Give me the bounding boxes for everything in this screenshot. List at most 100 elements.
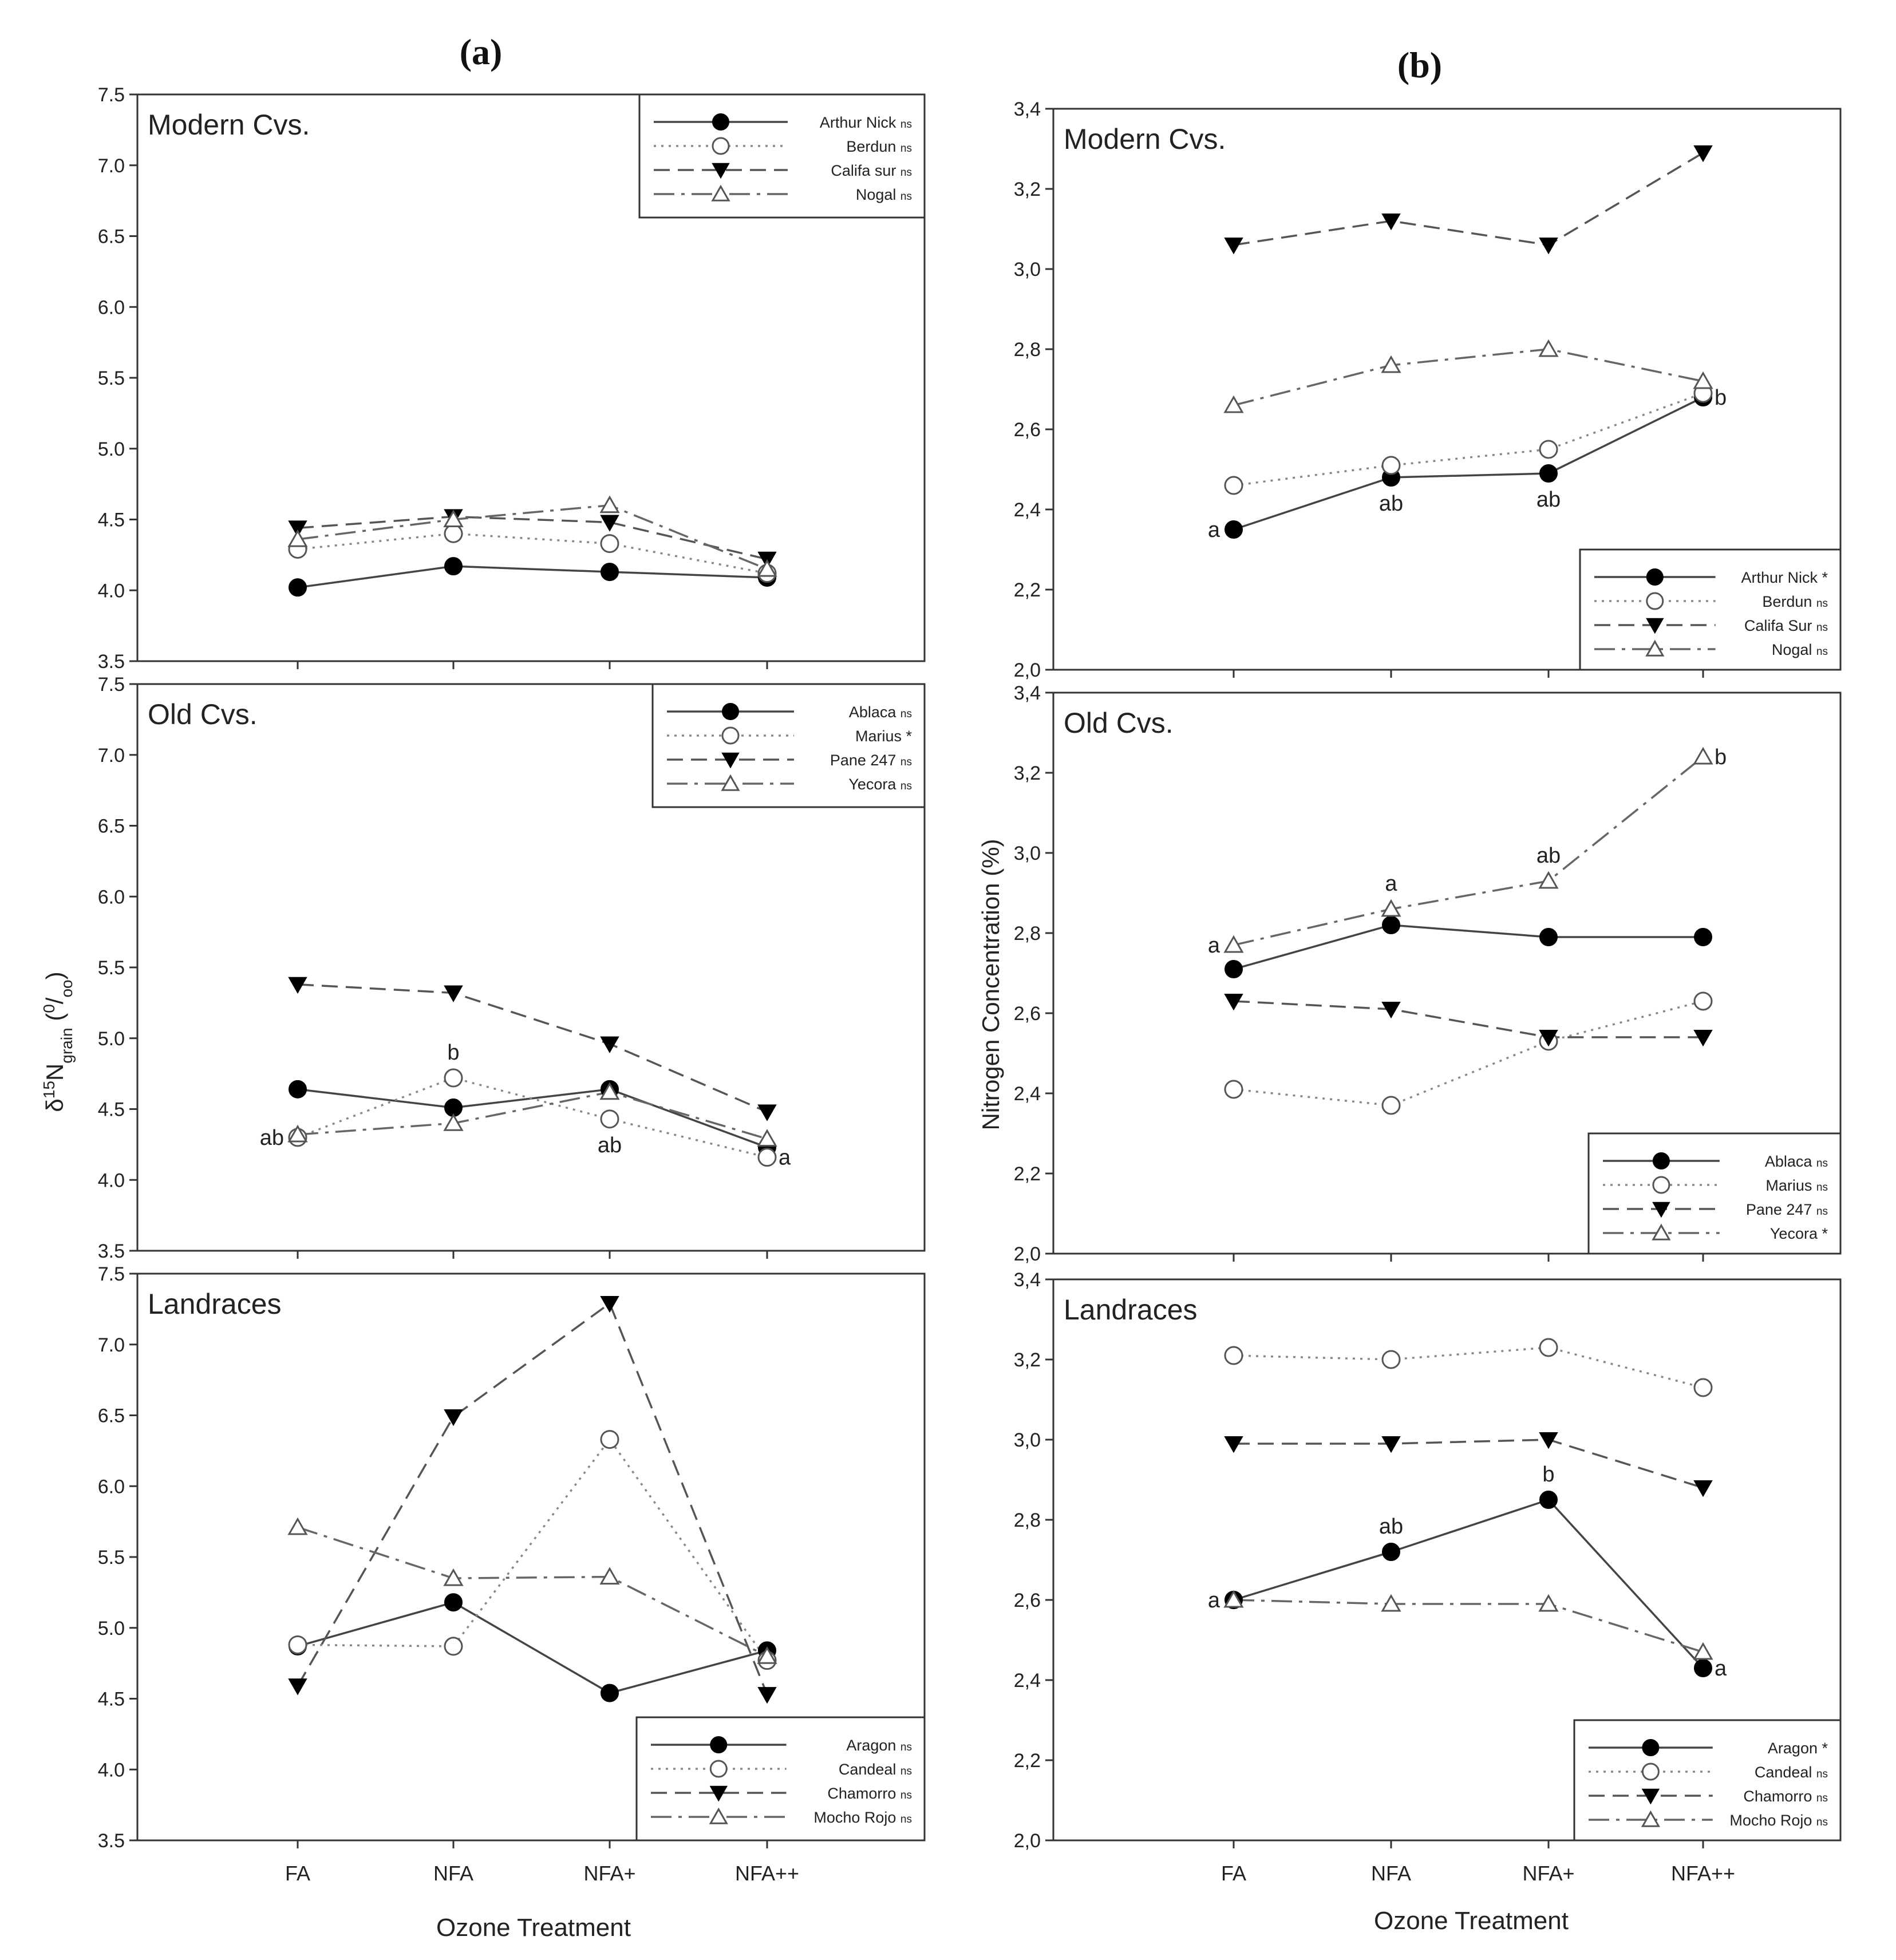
legend-series-name: Candeal (1755, 1764, 1816, 1781)
y-tick-label: 3.5 (98, 1830, 125, 1852)
y-tick-label: 2,2 (1014, 1163, 1041, 1185)
y-tick-label: 4.5 (98, 1689, 125, 1710)
legend-series-name: Aragon (846, 1737, 900, 1754)
data-point-2-0 (1224, 238, 1243, 255)
data-point-3-3 (757, 559, 777, 577)
series-line-1 (1233, 1346, 1704, 1389)
legend-marker (1645, 639, 1665, 657)
legend-series-name: Marius (855, 728, 906, 745)
legend-entry: Mocho Rojo ns (1729, 1812, 1828, 1829)
x-tick-label: FA (285, 1862, 310, 1885)
series-line-2 (297, 1302, 768, 1695)
data-point-2-2 (1539, 238, 1558, 255)
legend-significance: ns (900, 1741, 912, 1753)
legend-marker (1646, 592, 1664, 610)
data-point-0-2 (601, 563, 619, 582)
legend-series-name: Yecora (1770, 1225, 1822, 1242)
legend-significance: ns (1816, 1816, 1828, 1828)
legend-marker (712, 137, 730, 155)
legend-marker (1641, 1788, 1660, 1805)
legend-series-name: Califa Sur (1744, 617, 1816, 634)
data-point-1-1 (444, 1068, 463, 1088)
legend-entry: Chamorro ns (827, 1785, 912, 1802)
legend-series-name: Mocho Rojo (813, 1809, 900, 1826)
data-point-2-1 (1381, 1002, 1401, 1019)
legend-entry: Candeal ns (1755, 1764, 1828, 1781)
data-point-3-3 (1693, 371, 1713, 389)
series-line-3 (297, 504, 768, 570)
significance-letter: ab (1379, 492, 1403, 516)
data-point-2-1 (444, 985, 463, 1002)
legend-marker (709, 1785, 728, 1802)
chart-title: Old Cvs. (1064, 707, 1174, 739)
data-point-3-3 (757, 1129, 777, 1147)
x-tick-label: NFA++ (1671, 1862, 1735, 1885)
legend-marker (1652, 1202, 1670, 1218)
legend-series-name: Chamorro (827, 1785, 900, 1802)
legend-series-name: Ablaca (1765, 1153, 1816, 1170)
y-tick-label: 4.5 (98, 1099, 125, 1121)
data-point-0-2 (1539, 464, 1558, 483)
data-point-1-1 (1381, 1096, 1401, 1115)
data-point-3-1 (1381, 1594, 1401, 1612)
legend-marker (1652, 1176, 1670, 1194)
y-axis-label-b: Nitrogen Concentration (%) (977, 839, 1004, 1131)
x-tick-label: FA (1221, 1862, 1246, 1885)
significance-letter: a (1208, 518, 1220, 542)
significance-letter: ab (260, 1126, 284, 1150)
significance-letter: b (447, 1041, 459, 1065)
legend-entry: Marius * (855, 728, 913, 745)
legend-significance: ns (900, 1813, 912, 1825)
data-point-2-0 (288, 1678, 307, 1696)
legend-significance: ns (900, 118, 912, 131)
y-tick-label: 2,4 (1014, 499, 1041, 521)
chart-title: Old Cvs. (148, 698, 258, 730)
data-point-1-3 (757, 1148, 777, 1167)
data-point-3-3 (1693, 1642, 1713, 1660)
legend-entry: Berdun ns (846, 138, 912, 155)
y-tick-label: 7.0 (98, 155, 125, 177)
data-point-1-1 (1381, 456, 1401, 475)
y-axis-label-a-sup: 15 (40, 1081, 58, 1098)
x-tick-label: NFA (1371, 1862, 1411, 1885)
data-point-0-2 (1539, 1491, 1558, 1509)
data-point-2-2 (1539, 1030, 1558, 1047)
legend-marker (711, 184, 730, 201)
legend-entry: Aragon ns (846, 1737, 912, 1754)
x-tick-label: NFA+ (583, 1862, 635, 1885)
y-axis-label-a-main: δ (41, 1098, 68, 1112)
legend-entry: Pane 247 ns (1746, 1201, 1828, 1218)
legend-entry: Chamorro ns (1743, 1788, 1828, 1805)
data-point-1-0 (1224, 476, 1243, 495)
data-point-0-1 (1382, 1543, 1400, 1561)
legend-significance: ns (1816, 1792, 1828, 1804)
legend-marker (722, 703, 739, 720)
legend-series-name: Berdun (1762, 593, 1816, 610)
chart-b-land: 2,0 2,2 2,4 2,6 2,8 3,0 3,2 3,4 FA NFA NFA+ NFA++ La… (1014, 1269, 1842, 1885)
data-point-1-0 (1224, 1346, 1243, 1365)
y-tick-label: 3,4 (1014, 98, 1041, 120)
data-point-2-3 (757, 1687, 777, 1704)
legend-series-name: Yecora (848, 776, 900, 793)
legend-series-name: Berdun (846, 138, 900, 155)
data-point-2-2 (1539, 1432, 1558, 1449)
series-line-0 (297, 1601, 768, 1694)
legend-series-name: Mocho Rojo (1729, 1812, 1816, 1829)
significance-letter: ab (1536, 488, 1561, 512)
series-line-0 (1233, 396, 1704, 531)
data-point-1-2 (600, 534, 619, 554)
y-tick-label: 5.5 (98, 957, 125, 979)
y-tick-label: 2,4 (1014, 1083, 1041, 1105)
significance-letter: ab (1379, 1515, 1403, 1539)
legend-entry: Ablaca ns (1765, 1153, 1828, 1170)
y-axis-label-a-slash: / (41, 997, 68, 1004)
y-tick-label: 2,0 (1014, 1243, 1041, 1265)
data-point-3-1 (443, 1113, 464, 1131)
data-point-2-2 (600, 515, 619, 532)
data-point-3-0 (287, 1124, 308, 1143)
series-line-0 (297, 565, 768, 589)
